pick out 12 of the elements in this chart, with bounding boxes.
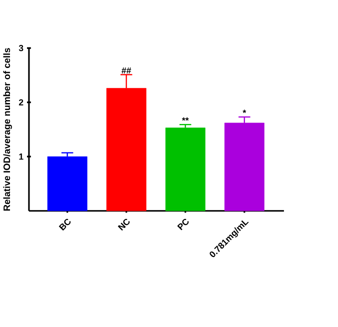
bar: [165, 128, 206, 212]
x-tick-label: PC: [177, 219, 189, 230]
annotation: *: [242, 110, 246, 114]
x-tick-label: BC: [58, 219, 71, 231]
annotation: ##: [122, 68, 132, 74]
x-tick-label: NC: [118, 219, 130, 231]
y-tick-label: 2: [18, 99, 24, 106]
bar: [47, 156, 88, 212]
y-axis-title: Relative IOD/average number of cells: [3, 48, 12, 211]
annotation: **: [182, 118, 189, 121]
y-tick-label: 3: [18, 45, 24, 52]
y-tick-label: 1: [19, 154, 24, 160]
